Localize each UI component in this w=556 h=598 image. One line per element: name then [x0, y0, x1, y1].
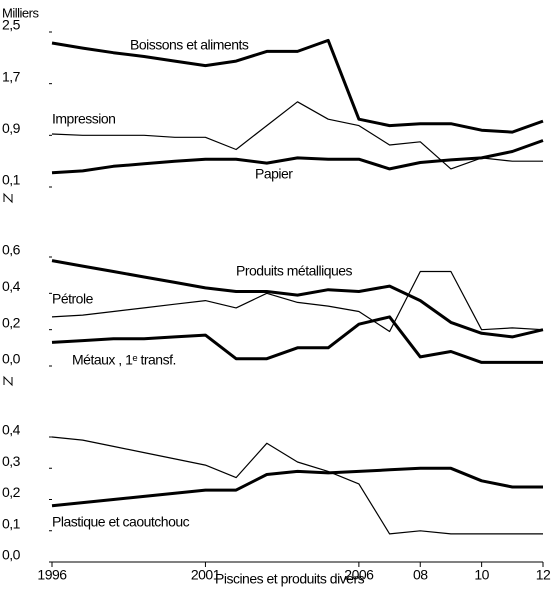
y-tick-label: 0,2: [2, 314, 21, 330]
series-line: [51, 270, 544, 333]
series-label: Piscines et produits divers: [215, 571, 365, 587]
y-tick-label: 0,6: [2, 242, 21, 258]
y-tick-label: 0,1: [2, 172, 21, 188]
y-tick-label: 2,5: [2, 17, 21, 33]
series-label: Plastique et caoutchouc: [52, 514, 190, 530]
series-line: [51, 466, 543, 508]
series-line: [51, 436, 543, 535]
y-tick-label: 0,4: [2, 422, 21, 438]
series-label: Métaux , 1ᵉ transf.: [72, 352, 176, 368]
series-label: Produits métalliques: [236, 263, 353, 279]
x-tick-label: 2006: [344, 567, 374, 583]
y-axis-label: Milliers: [2, 5, 39, 20]
y-tick-label: 1,7: [2, 68, 21, 84]
series-line: [51, 259, 544, 339]
break-mark: [3, 375, 13, 387]
y-tick-label: 0,0: [2, 351, 21, 367]
y-tick-label: 0,2: [2, 484, 21, 500]
x-tick-label: 08: [413, 567, 428, 583]
x-tick-label: 1996: [37, 567, 67, 583]
series-line: [51, 38, 544, 134]
series-label: Papier: [255, 166, 293, 182]
series-label: Pétrole: [52, 291, 94, 307]
x-tick-label: 10: [474, 567, 489, 583]
series-line: [51, 315, 543, 364]
series-label: Boissons et aliments: [130, 37, 249, 53]
y-tick-label: 0,1: [2, 515, 21, 531]
series-line: [51, 139, 544, 175]
series-line: [51, 101, 543, 170]
y-tick-label: 0,4: [2, 278, 21, 294]
y-tick-label: 0,3: [2, 453, 21, 469]
y-tick-label: 0,0: [2, 547, 21, 563]
series-label: Impression: [52, 111, 115, 127]
break-mark: [3, 192, 13, 204]
x-tick-label: 2001: [191, 567, 221, 583]
axis-break: [3, 192, 13, 387]
y-tick-label: 0,9: [2, 120, 21, 136]
x-tick-label: 12: [536, 567, 551, 583]
